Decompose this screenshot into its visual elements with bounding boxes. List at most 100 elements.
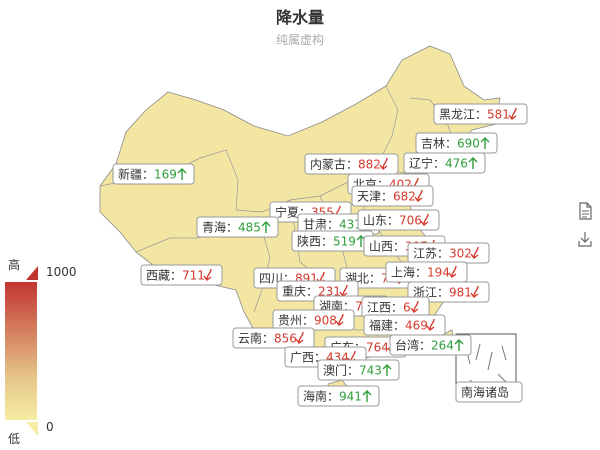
chart-title: 降水量: [275, 8, 324, 27]
region-value: 581: [487, 108, 510, 122]
region-label[interactable]: 西藏： 711: [140, 264, 223, 286]
region-name: 上海：: [391, 265, 427, 280]
region-value: 764: [366, 341, 389, 355]
data-view-icon[interactable]: [577, 202, 593, 220]
visual-map-top-handle[interactable]: [26, 266, 38, 280]
trend-down-icon: [295, 331, 304, 344]
region-value: 711: [182, 269, 205, 283]
region-label[interactable]: 黑龙江： 581: [433, 103, 528, 125]
region-name: 山东：: [363, 214, 399, 228]
label-box: [232, 327, 315, 349]
trend-up-icon: [454, 339, 464, 351]
region-label[interactable]: 陕西： 519: [291, 230, 374, 252]
region-name: 新疆：: [118, 167, 154, 182]
region-name: 辽宁：: [409, 156, 445, 171]
label-box: [433, 103, 528, 125]
region-label[interactable]: 江苏： 302: [407, 242, 490, 264]
trend-up-icon: [382, 364, 392, 376]
region-value: 682: [393, 190, 416, 204]
trend-down-icon: [470, 246, 479, 259]
label-box: [112, 163, 195, 185]
region-name: 甘肃：: [303, 218, 339, 232]
trend-down-icon: [379, 157, 388, 170]
region-name: 海南：: [303, 389, 339, 404]
region-label[interactable]: 福建： 469: [363, 314, 446, 336]
visual-map-gradient-bar[interactable]: [5, 282, 37, 420]
region-label[interactable]: 上海： 194: [385, 261, 468, 283]
region-value: 690: [457, 137, 480, 151]
visual-map-min: 0: [46, 420, 54, 434]
trend-up-icon: [468, 157, 478, 169]
label-box: [297, 385, 380, 407]
visual-map-high-label: 高: [8, 258, 21, 272]
region-value: 908: [314, 314, 337, 328]
label-box: [351, 185, 434, 207]
region-name: 青海：: [202, 220, 238, 235]
region-value: 302: [449, 247, 472, 261]
inset-label: 南海诸岛: [455, 381, 523, 403]
region-value: 431: [339, 218, 362, 232]
region-name: 西藏：: [146, 269, 182, 283]
region-value: 856: [274, 332, 297, 346]
region-value: 194: [427, 266, 450, 280]
region-label[interactable]: 辽宁： 476: [403, 152, 486, 174]
region-value: 6: [403, 301, 411, 315]
region-label[interactable]: 新疆： 169: [112, 163, 195, 185]
region-name: 江苏：: [413, 247, 449, 261]
label-box: [140, 264, 223, 286]
trend-down-icon: [414, 189, 423, 202]
trend-down-icon: [203, 268, 212, 281]
region-value: 264: [431, 339, 454, 353]
region-value: 743: [359, 364, 382, 378]
region-name: 云南：: [238, 331, 274, 346]
region-label[interactable]: 海南： 941: [297, 385, 380, 407]
region-name: 内蒙古：: [310, 157, 358, 172]
region-value: 706: [399, 214, 422, 228]
region-label[interactable]: 内蒙古： 882: [304, 153, 399, 175]
label-box: [403, 152, 486, 174]
trend-down-icon: [335, 313, 344, 326]
region-name: 山西：: [369, 240, 405, 254]
region-name: 浙江：: [413, 286, 449, 300]
trend-up-icon: [480, 137, 490, 149]
label-box: [317, 359, 400, 381]
label-box: [196, 216, 279, 238]
region-value: 519: [333, 235, 356, 249]
region-name: 重庆：: [282, 285, 318, 299]
region-label[interactable]: 贵州： 908: [272, 309, 355, 331]
region-label[interactable]: 台湾： 264: [389, 334, 472, 356]
region-label[interactable]: 浙江： 981: [407, 281, 490, 303]
region-label[interactable]: 澳门： 743: [317, 359, 400, 381]
region-value: 485: [238, 221, 261, 235]
trend-up-icon: [261, 221, 271, 233]
region-label[interactable]: 青海： 485: [196, 216, 279, 238]
region-name: 贵州：: [278, 314, 314, 328]
label-box: [407, 281, 490, 303]
region-name: 台湾：: [395, 338, 431, 353]
visual-map-max: 1000: [46, 265, 77, 279]
region-value: 231: [318, 285, 341, 299]
region-value: 169: [154, 168, 177, 182]
region-value: 476: [445, 157, 468, 171]
trend-down-icon: [420, 213, 429, 226]
label-box: [357, 209, 440, 231]
inset-label-text: 南海诸岛: [461, 385, 509, 400]
region-label[interactable]: 山东： 706: [357, 209, 440, 231]
region-label[interactable]: 江西： 6: [361, 296, 430, 318]
trend-down-icon: [508, 107, 517, 120]
trend-down-icon: [470, 285, 479, 298]
region-name: 福建：: [369, 318, 405, 333]
region-name: 陕西：: [297, 234, 333, 249]
region-label[interactable]: 云南： 856: [232, 327, 315, 349]
region-label[interactable]: 吉林： 690: [415, 132, 498, 154]
visual-map-bottom-handle[interactable]: [26, 422, 38, 436]
save-image-icon[interactable]: [577, 230, 593, 248]
chart-subtitle: 纯属虚构: [275, 33, 324, 47]
trend-up-icon: [362, 390, 372, 402]
region-name: 吉林：: [421, 137, 457, 151]
region-value: 469: [405, 319, 428, 333]
region-label[interactable]: 天津： 682: [351, 185, 434, 207]
trend-down-icon: [448, 265, 457, 278]
